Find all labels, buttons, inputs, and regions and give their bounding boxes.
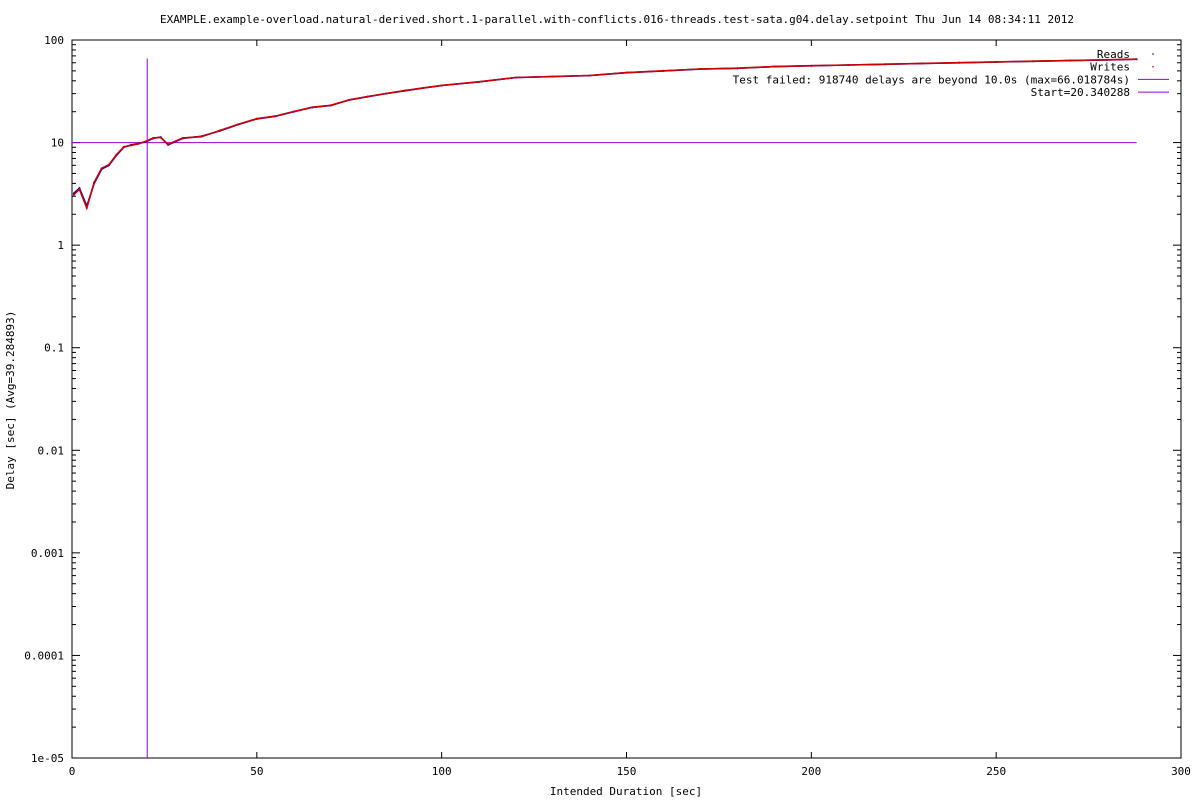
data-point-writes [107,163,110,166]
y-axis-label: Delay [sec] (Avg=39.284893) [4,311,17,490]
data-point-writes [884,63,887,66]
y-axis-ticks: 1e-05 0.0001 0.001 0.01 0.1 1 10 100 [24,34,1181,765]
data-point-writes [237,123,240,126]
x-tick-label: 100 [432,765,452,778]
legend-marker [1152,65,1154,68]
data-point-writes [115,153,118,156]
x-tick-label: 50 [250,765,263,778]
data-point-writes [773,65,776,68]
data-point-writes [93,181,96,184]
x-axis-ticks: 0 50 100 150 200 250 300 [69,40,1191,778]
y-tick-label: 100 [44,34,64,47]
data-point-writes [477,80,480,83]
data-point-writes [551,75,554,78]
y-tick-label: 1 [57,239,64,252]
x-tick-label: 200 [801,765,821,778]
data-point-writes [311,106,314,109]
data-point-writes [662,69,665,72]
legend-marker [1152,53,1154,55]
data-point-writes [329,104,332,107]
data-point-writes [440,84,443,87]
y-tick-label: 0.001 [31,547,64,560]
data-point-writes [736,67,739,70]
data-point-writes [274,115,277,118]
data-point-writes [1135,58,1138,61]
x-tick-label: 300 [1171,765,1191,778]
chart-title: EXAMPLE.example-overload.natural-derived… [160,13,1074,26]
data-point-writes [292,110,295,113]
data-point-writes [422,86,425,89]
data-point-writes [810,64,813,67]
data-point-writes [85,207,88,210]
data-point-writes [588,74,591,77]
series-layer [72,58,1138,211]
x-tick-label: 150 [617,765,637,778]
legend-label: Test failed: 918740 delays are beyond 10… [733,73,1130,86]
data-point-writes [403,89,406,92]
x-tick-label: 0 [69,765,76,778]
series-writes-line [73,58,1137,211]
data-point-writes [181,136,184,139]
legend-label: Writes [1090,61,1130,74]
data-point-writes [921,62,924,65]
y-tick-label: 0.1 [44,342,64,355]
data-point-writes [122,145,125,148]
x-axis-label: Intended Duration [sec] [550,785,702,798]
data-point-writes [100,167,103,170]
reference-lines [72,58,1137,758]
data-point-writes [218,129,221,132]
data-point-writes [1069,59,1072,62]
data-point-writes [200,135,203,138]
y-tick-label: 0.0001 [24,649,64,662]
data-point-writes [137,142,140,145]
data-point-writes [1032,60,1035,63]
y-tick-label: 1e-05 [31,752,64,765]
data-point-writes [130,144,133,147]
legend-label: Start=20.340288 [1031,86,1130,99]
y-tick-label: 10 [51,137,64,150]
data-point-writes [348,98,351,101]
data-point-writes [159,136,162,139]
data-point-writes [144,140,147,143]
data-point-writes [385,92,388,95]
data-point-writes [72,193,75,196]
data-point-writes [514,76,517,79]
data-point-writes [366,95,369,98]
data-point-writes [847,63,850,66]
data-point-writes [699,68,702,71]
data-point-writes [625,71,628,74]
data-point-writes [1106,58,1109,61]
data-point-writes [152,136,155,139]
data-point-writes [995,60,998,63]
data-point-writes [167,143,170,146]
y-tick-label: 0.01 [38,444,65,457]
data-point-writes [958,61,961,64]
legend-label: Reads [1097,48,1130,61]
plot-frame [71,39,1182,759]
x-tick-label: 250 [986,765,1006,778]
data-point-writes [255,117,258,120]
data-point-writes [78,188,81,191]
